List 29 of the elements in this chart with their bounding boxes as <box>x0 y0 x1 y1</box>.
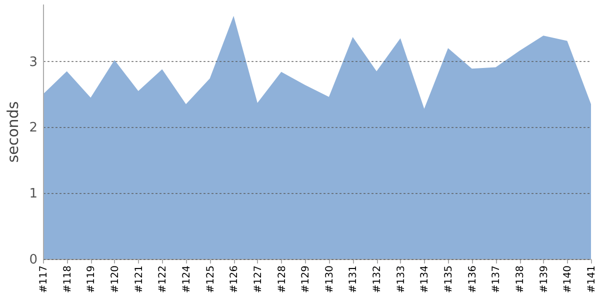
x-tick-label: #132 <box>372 266 384 293</box>
x-tick-label: #131 <box>348 266 360 293</box>
x-tick-label: #138 <box>515 266 526 293</box>
y-tick-label: 0 <box>29 252 38 268</box>
x-tick-label: #120 <box>110 266 121 293</box>
x-tick-label: #119 <box>86 266 98 293</box>
x-tick-label: #129 <box>300 266 312 293</box>
x-tick-label: #127 <box>252 266 264 293</box>
x-tick-label: #133 <box>396 266 407 293</box>
x-tick-label: #117 <box>38 266 50 293</box>
y-tick-label: 1 <box>29 186 38 202</box>
x-tick-label: #136 <box>467 266 478 293</box>
x-tick-label: #130 <box>324 266 336 293</box>
x-tick-label: #124 <box>181 266 192 293</box>
x-tick-label: #141 <box>586 266 598 293</box>
x-tick-label: #126 <box>229 266 240 293</box>
y-tick-label: 2 <box>29 120 38 136</box>
x-tick-label: #134 <box>420 266 431 293</box>
x-tick-label: #121 <box>134 266 145 293</box>
x-tick-label: #125 <box>205 266 216 293</box>
y-axis-title: seconds <box>4 101 22 163</box>
x-tick-label: #135 <box>444 266 455 293</box>
x-tick-label: #139 <box>538 266 550 293</box>
x-tick-label: #140 <box>562 266 574 293</box>
x-tick-label: #118 <box>62 266 74 293</box>
x-tick-label: #122 <box>158 266 169 293</box>
x-tick-label: #137 <box>491 266 502 293</box>
y-tick-label: 3 <box>29 54 38 70</box>
x-tick-label: #128 <box>276 266 288 293</box>
